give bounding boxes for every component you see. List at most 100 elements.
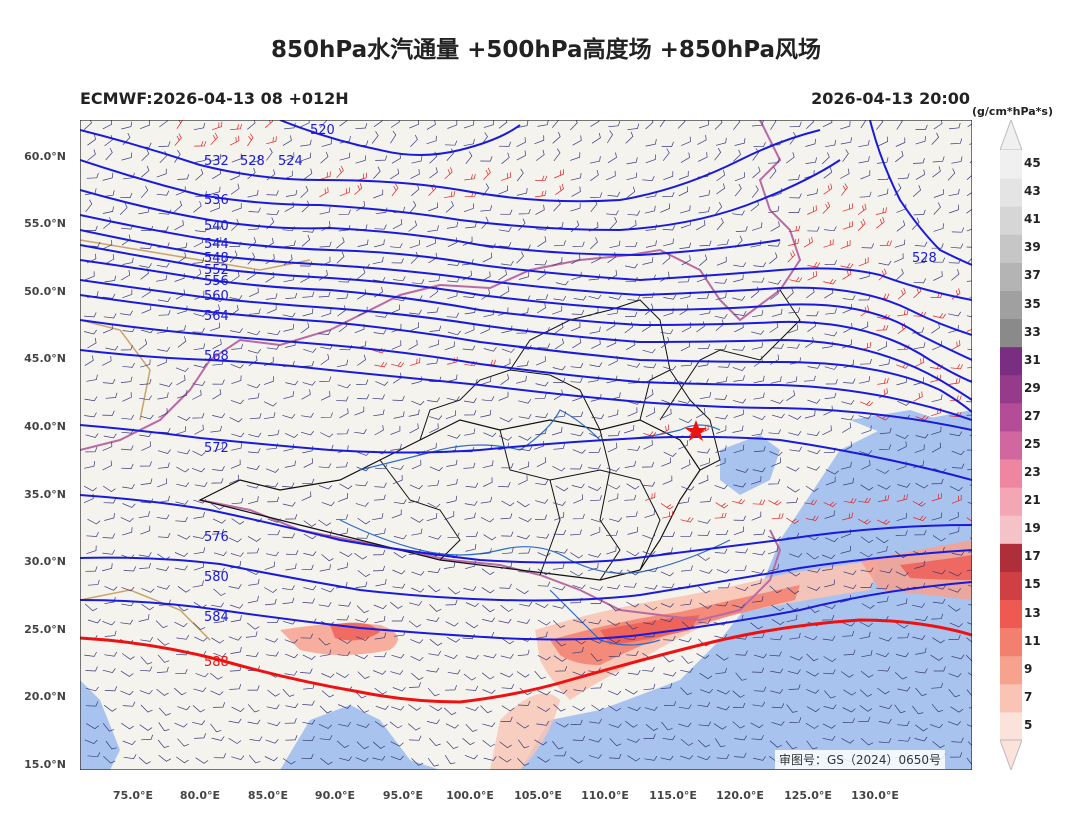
wind-barb	[913, 278, 927, 284]
wind-barb	[263, 401, 277, 407]
wind-barb	[158, 209, 172, 215]
wind-barb	[231, 153, 242, 163]
wind-barb	[570, 120, 578, 131]
wind-barb	[858, 140, 870, 148]
wind-barb	[156, 357, 167, 367]
wind-barb	[247, 120, 256, 130]
wind-barb	[320, 344, 334, 350]
wind-barb	[554, 689, 568, 695]
wind-barb	[121, 722, 134, 730]
wind-barb	[483, 534, 497, 541]
wind-barb	[732, 345, 746, 351]
wind-barb	[105, 392, 118, 399]
wind-barb	[841, 738, 855, 744]
wind-barb	[267, 689, 280, 697]
wind-barb	[607, 637, 621, 644]
wind-barb	[967, 123, 972, 128]
wind-barb	[876, 216, 885, 229]
wind-barb	[571, 309, 585, 315]
wind-barb	[537, 568, 551, 576]
wind-barb	[300, 322, 310, 334]
wind-barb	[932, 569, 946, 575]
wind-barb	[554, 548, 568, 554]
wind-barb	[231, 755, 245, 761]
wind-barb	[537, 654, 551, 661]
wind-barb	[339, 483, 353, 490]
wind-barb	[950, 752, 963, 758]
wind-barb	[392, 569, 406, 575]
wind-barb	[788, 307, 801, 314]
wind-barb	[805, 515, 819, 521]
wind-barb	[626, 738, 640, 743]
wind-barb	[699, 602, 713, 609]
wind-barb	[374, 425, 384, 436]
wind-barb	[789, 193, 802, 199]
wind-barb	[573, 494, 583, 504]
wind-barb	[680, 531, 693, 537]
wind-barb	[552, 257, 563, 266]
wind-barb	[319, 187, 329, 198]
wind-barb	[608, 120, 621, 127]
wind-barb	[159, 382, 173, 387]
wind-barb	[732, 603, 746, 609]
wind-barb	[447, 237, 458, 248]
wind-barb	[609, 738, 622, 747]
wind-barb	[588, 619, 602, 625]
wind-barb	[156, 168, 167, 178]
wind-barb	[915, 724, 928, 732]
approval-number: 审图号：GS（2024）0650号	[775, 750, 945, 769]
wind-barb	[624, 494, 637, 501]
wind-barb	[716, 183, 725, 195]
wind-barb	[357, 239, 369, 247]
wind-barb	[753, 262, 767, 268]
colorbar-block	[1000, 459, 1022, 488]
wind-barb	[517, 649, 530, 656]
wind-barb	[733, 375, 745, 382]
wind-barb	[825, 308, 837, 315]
wind-barb	[590, 237, 598, 250]
wind-barb	[931, 478, 944, 485]
wind-barb	[806, 740, 818, 750]
wind-barb	[192, 450, 206, 457]
wind-barb	[463, 138, 475, 147]
wind-barb	[104, 630, 117, 637]
wind-barb	[915, 482, 929, 489]
wind-barb	[517, 360, 529, 367]
wind-barb	[681, 655, 693, 664]
wind-barb	[213, 616, 226, 624]
wind-barb	[500, 605, 513, 612]
wind-barb	[536, 457, 547, 468]
wind-barb	[86, 545, 97, 555]
wind-barb	[319, 206, 331, 215]
wind-barb	[248, 355, 258, 367]
wind-barb	[572, 705, 586, 712]
wind-barb	[318, 637, 331, 646]
contour-label: 540	[204, 219, 229, 234]
wind-barb	[589, 156, 601, 164]
wind-barb	[537, 343, 551, 349]
wind-barb	[734, 138, 746, 146]
wind-barb	[915, 687, 927, 697]
wind-barb	[319, 376, 332, 382]
wind-barb	[697, 586, 711, 594]
wind-barb	[841, 399, 855, 405]
wind-barb	[247, 548, 260, 554]
wind-barb	[265, 739, 279, 744]
wind-barb	[822, 425, 832, 436]
wind-barb	[681, 565, 693, 572]
wind-barb	[462, 236, 473, 246]
wind-barb	[806, 689, 820, 694]
wind-barb	[141, 734, 154, 741]
wind-barb	[807, 262, 821, 268]
wind-barb	[482, 617, 496, 623]
wind-barb	[572, 513, 585, 520]
lon-label: 80.0°E	[179, 789, 221, 802]
wind-barb	[696, 220, 706, 231]
contour-label: 528	[240, 154, 265, 169]
wind-barb	[248, 448, 261, 454]
wind-barb	[194, 636, 208, 642]
wind-barb	[590, 170, 599, 182]
wind-barb	[753, 446, 766, 452]
wind-barb	[176, 603, 189, 612]
wind-barb	[860, 170, 871, 180]
